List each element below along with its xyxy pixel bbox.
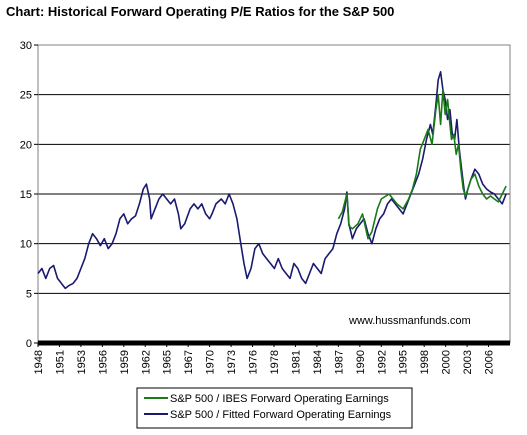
legend-label-fitted: S&P 500 / Fitted Forward Operating Earni…: [170, 409, 392, 421]
x-tick-label-1973: 1973: [226, 350, 238, 374]
series-lines: [37, 71, 507, 290]
x-tick-label-1967: 1967: [183, 350, 195, 374]
x-tick-label-1959: 1959: [119, 350, 131, 374]
x-tick-label-1970: 1970: [205, 350, 217, 374]
x-tick-label-1953: 1953: [76, 350, 88, 374]
x-tick-label-2006: 2006: [484, 350, 496, 374]
y-axis: 0 5 10 15 20 25 30: [20, 40, 38, 350]
x-tick-label-2003: 2003: [462, 350, 474, 374]
y-tick-label-10: 10: [20, 239, 32, 251]
x-tick-label-1951: 1951: [54, 350, 66, 374]
x-tick-label-1984: 1984: [312, 350, 324, 374]
x-tick-label-1992: 1992: [376, 350, 388, 374]
x-tick-label-1995: 1995: [398, 350, 410, 374]
x-tick-label-1987: 1987: [333, 350, 345, 374]
y-tick-label-15: 15: [20, 189, 32, 201]
y-tick-label-0: 0: [26, 338, 32, 350]
x-axis: 1948 1951 1953 1956 1959 1962 1965 1967 1970 1973…: [33, 343, 496, 374]
legend: S&P 500 / IBES Forward Operating Earning…: [136, 387, 413, 429]
legend-box: [136, 387, 413, 429]
y-tick-label-5: 5: [26, 288, 32, 300]
x-tick-label-1998: 1998: [419, 350, 431, 374]
x-tick-label-2000: 2000: [441, 350, 453, 374]
watermark-annotation: www.hussmanfunds.com: [348, 315, 471, 327]
x-tick-label-1962: 1962: [140, 350, 152, 374]
y-tick-label-25: 25: [20, 90, 32, 102]
series-line-fitted: [37, 71, 507, 290]
x-tick-label-1981: 1981: [290, 350, 302, 374]
x-tick-label-1976: 1976: [248, 350, 260, 374]
chart-title: Chart: Historical Forward Operating P/E …: [6, 4, 395, 19]
y-tick-label-20: 20: [20, 139, 32, 151]
x-tick-label-1978: 1978: [269, 350, 281, 374]
series-line-ibes: [337, 88, 507, 240]
x-tick-label-1948: 1948: [33, 350, 45, 374]
x-tick-label-1956: 1956: [97, 350, 109, 374]
x-tick-label-1990: 1990: [355, 350, 367, 374]
x-tick-label-1965: 1965: [162, 350, 174, 374]
legend-label-ibes: S&P 500 / IBES Forward Operating Earning…: [170, 393, 389, 405]
y-tick-label-30: 30: [20, 40, 32, 52]
gridlines: [38, 44, 510, 294]
